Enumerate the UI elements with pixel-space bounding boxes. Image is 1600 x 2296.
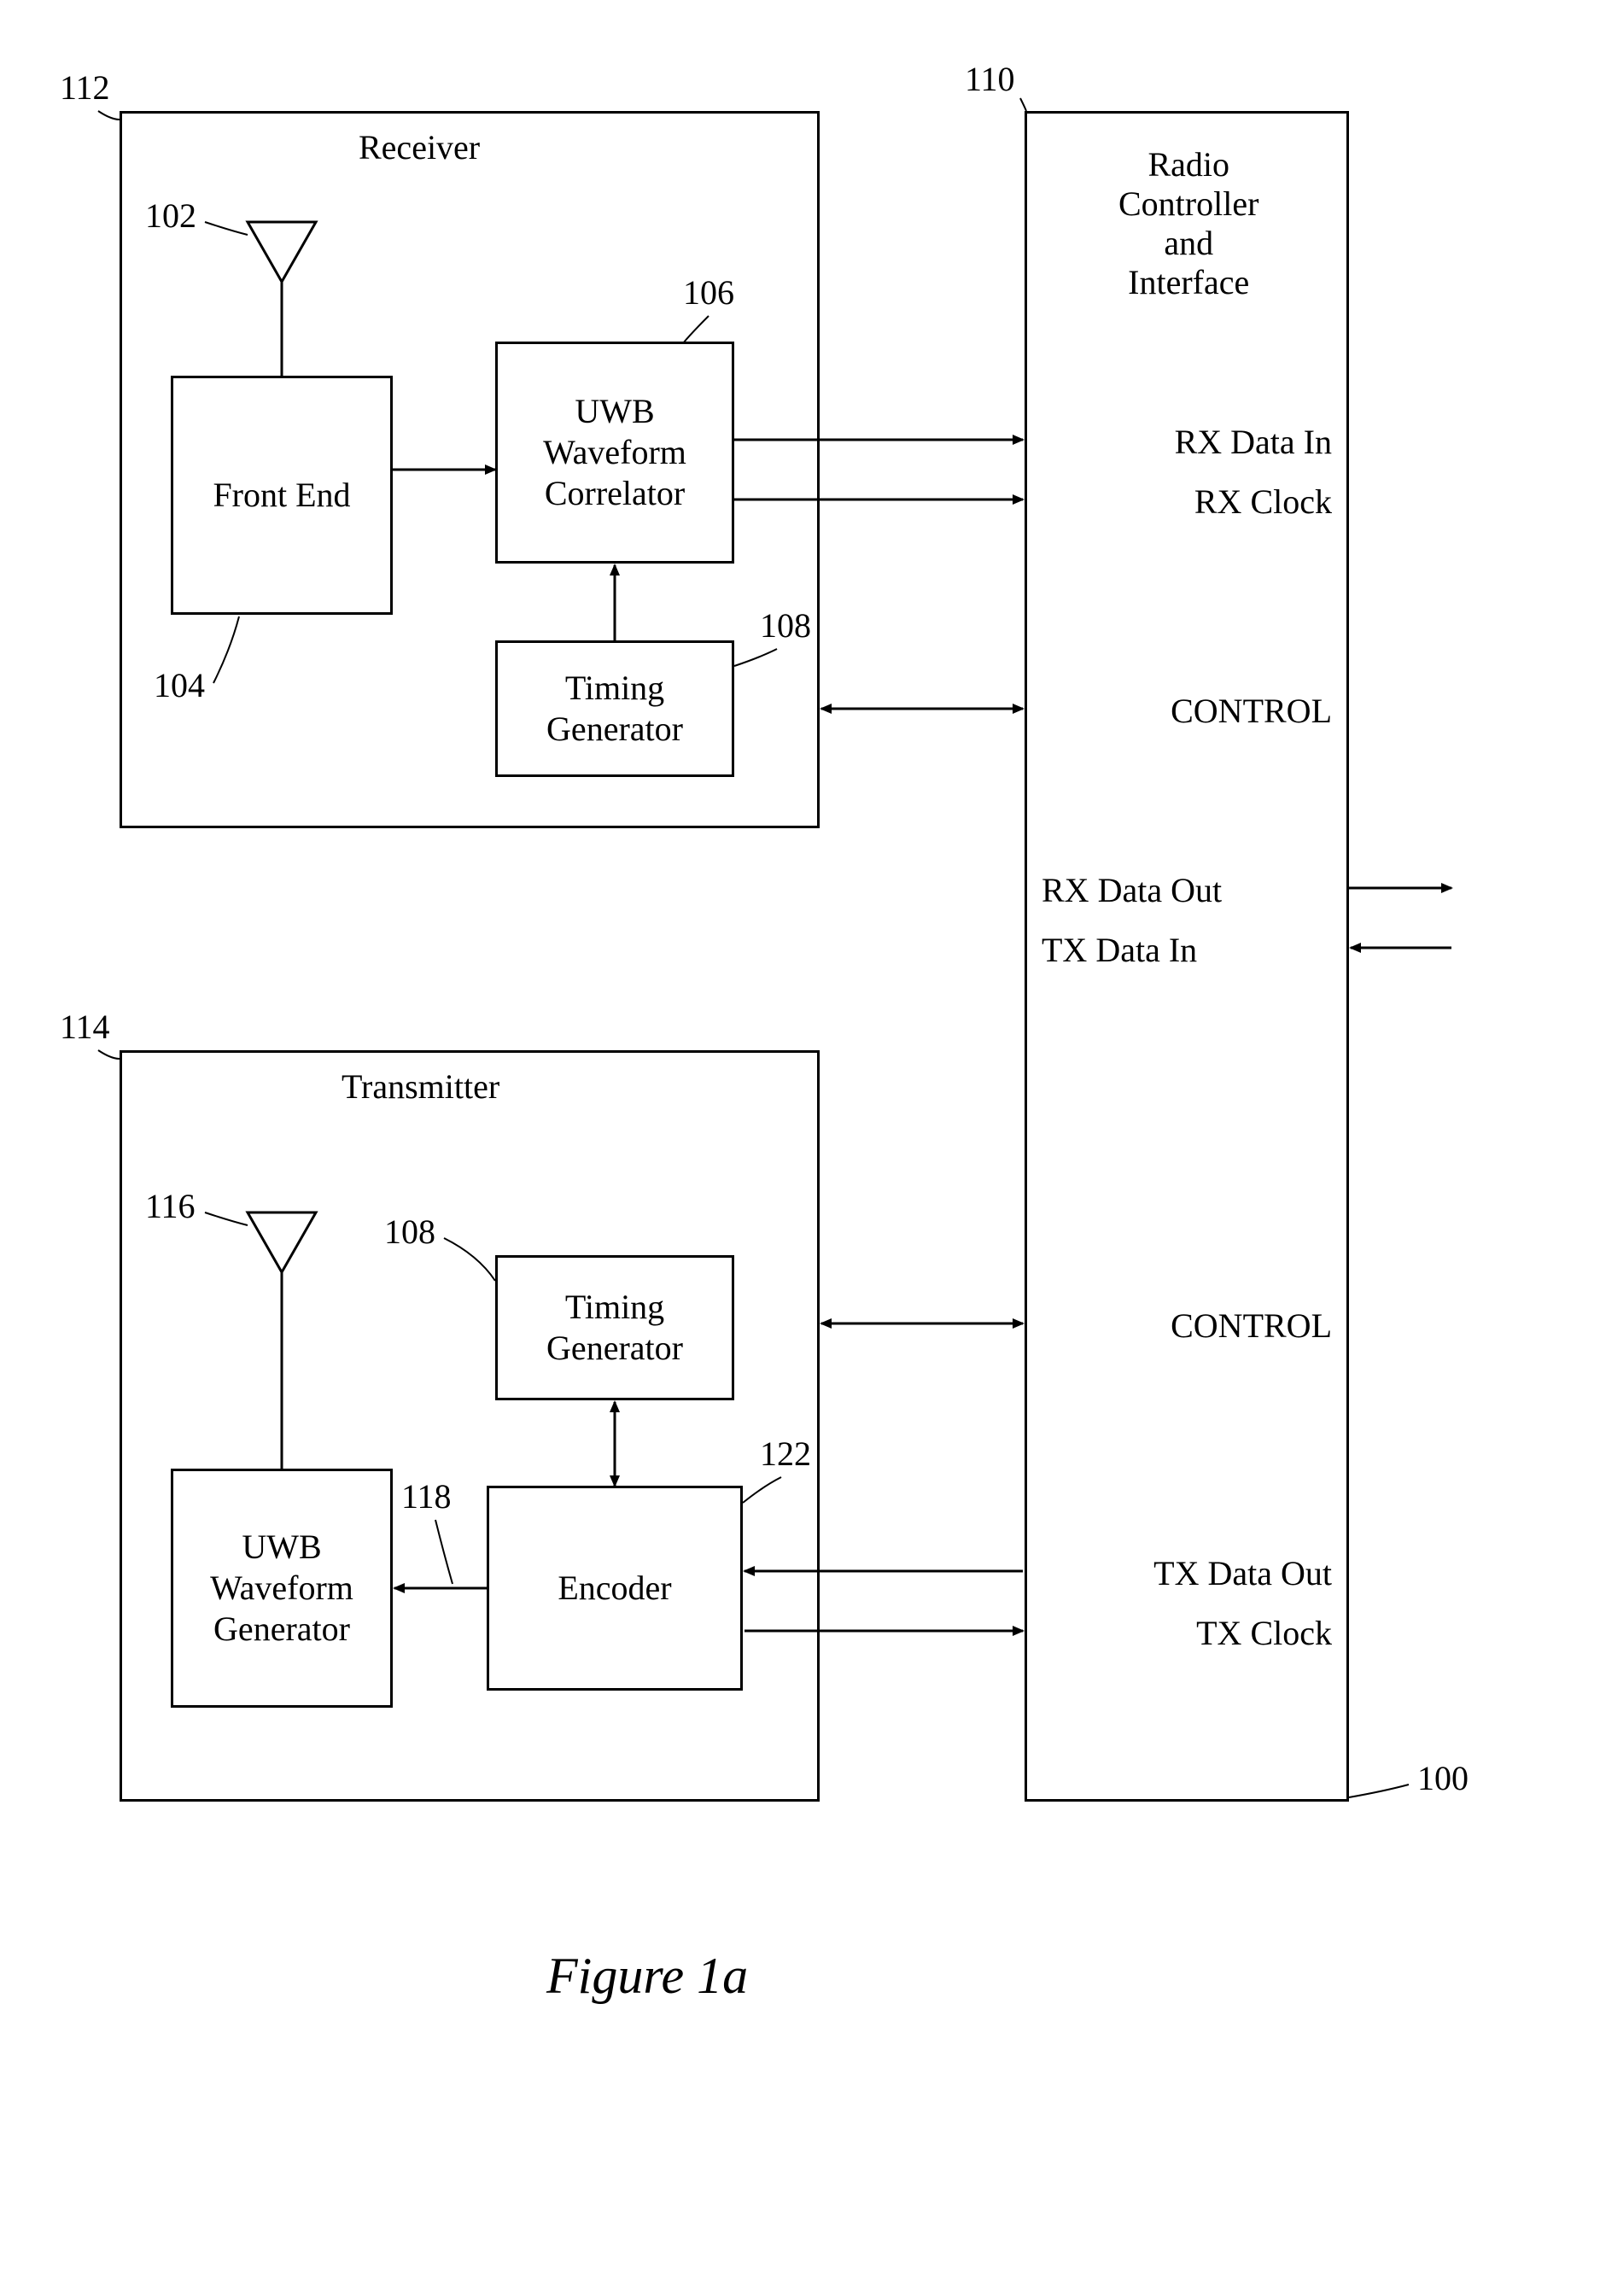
ref-114: 114 xyxy=(60,1008,110,1047)
wires-svg xyxy=(120,85,1486,2135)
block-diagram: Receiver Front End UWB Waveform Correlat… xyxy=(120,85,1486,2135)
ref-112: 112 xyxy=(60,68,110,108)
rx-antenna-icon xyxy=(248,222,316,376)
tx-antenna-icon xyxy=(248,1212,316,1469)
